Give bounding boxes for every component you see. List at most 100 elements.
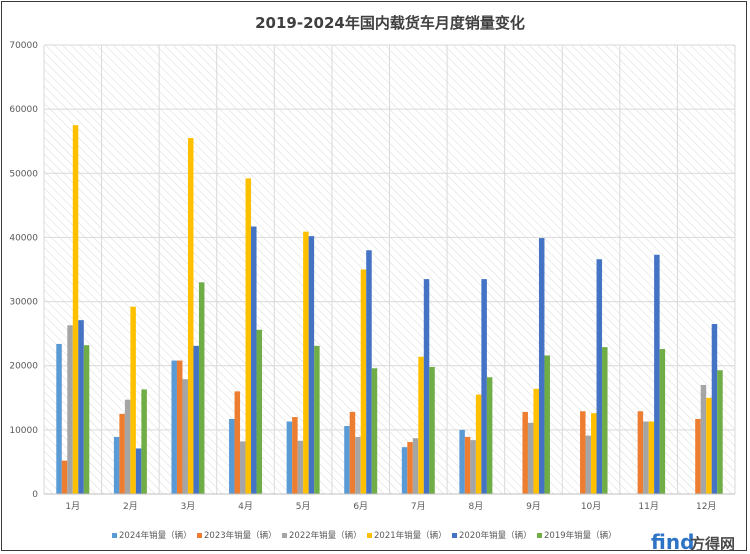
x-tick-label: 5月 <box>296 501 311 512</box>
bar <box>78 320 84 494</box>
bar <box>407 442 413 494</box>
x-tick-label: 1月 <box>65 501 80 512</box>
x-tick-label: 2月 <box>123 501 138 512</box>
bar <box>412 438 419 494</box>
bar <box>533 388 539 494</box>
bar <box>72 125 79 494</box>
bar <box>602 347 608 494</box>
bar <box>360 269 367 494</box>
bar <box>130 306 136 494</box>
bar <box>475 394 482 494</box>
bar <box>187 138 194 494</box>
x-tick-label: 7月 <box>411 501 426 512</box>
bar <box>717 370 723 494</box>
x-tick-label: 10月 <box>581 501 601 512</box>
legend-swatch <box>282 533 287 538</box>
watermark-site-name: 方得网 <box>690 535 735 553</box>
legend-swatch <box>112 533 117 538</box>
legend-swatch <box>537 533 542 538</box>
legend-swatch <box>197 533 202 538</box>
x-tick-label: 8月 <box>469 501 484 512</box>
bar <box>659 349 666 494</box>
bar <box>182 379 188 494</box>
bar <box>67 325 73 494</box>
bar <box>193 345 199 494</box>
bar <box>418 356 424 494</box>
bar <box>297 440 304 494</box>
bar <box>355 436 361 494</box>
bar <box>585 435 592 494</box>
bar <box>643 421 649 494</box>
bar <box>591 413 597 494</box>
legend-swatch <box>452 533 457 538</box>
legend-label: 2024年销量（辆） <box>119 530 192 541</box>
bar <box>240 441 246 494</box>
bar <box>486 377 493 494</box>
x-tick-label: 4月 <box>238 501 253 512</box>
bar <box>706 397 712 494</box>
bar <box>234 391 241 494</box>
bar <box>83 345 90 494</box>
x-tick-label: 12月 <box>696 501 716 512</box>
bar <box>481 279 487 494</box>
bar <box>56 343 62 494</box>
legend-label: 2020年销量（辆） <box>459 530 532 541</box>
bar <box>596 259 603 494</box>
bar <box>711 324 718 494</box>
bar <box>654 254 660 494</box>
bar <box>423 279 430 494</box>
bar <box>303 231 309 495</box>
bar <box>695 418 701 494</box>
legend-swatch <box>367 533 372 538</box>
y-tick-label: 30000 <box>9 298 38 308</box>
bar <box>371 368 378 494</box>
legend-label: 2023年销量（辆） <box>204 530 277 541</box>
bar <box>637 411 644 494</box>
bar <box>522 411 528 494</box>
bar <box>176 360 183 494</box>
bar <box>349 411 356 494</box>
bar <box>113 436 120 494</box>
bar <box>229 418 235 494</box>
x-tick-label: 11月 <box>638 501 658 512</box>
bar <box>245 178 252 494</box>
bar <box>171 360 177 494</box>
bar <box>470 440 476 494</box>
bar <box>256 329 263 494</box>
watermark-find: find <box>651 530 694 554</box>
y-tick-label: 60000 <box>9 105 38 115</box>
bar <box>251 226 257 494</box>
bar <box>527 422 534 494</box>
bar <box>401 447 408 494</box>
bar <box>141 389 147 494</box>
legend-label: 2021年销量（辆） <box>374 530 447 541</box>
bar <box>366 250 372 494</box>
chart-title: 2019-2024年国内载货车月度销量变化 <box>255 14 525 32</box>
bar <box>61 460 68 494</box>
bar <box>580 411 586 494</box>
y-tick-label: 40000 <box>9 233 38 243</box>
x-tick-label: 6月 <box>353 501 368 512</box>
legend-label: 2022年销量（辆） <box>289 530 362 541</box>
y-tick-label: 0 <box>32 490 38 500</box>
bar <box>292 417 298 494</box>
bar <box>544 355 550 494</box>
bar <box>119 413 125 494</box>
y-tick-label: 20000 <box>9 362 38 372</box>
x-tick-label: 9月 <box>526 501 541 512</box>
bar <box>308 236 315 494</box>
bar <box>700 384 707 494</box>
watermark-logo: find 方得网 <box>651 530 735 554</box>
x-tick-label: 3月 <box>181 501 196 512</box>
legend-label: 2019年销量（辆） <box>544 530 617 541</box>
bar <box>314 345 320 494</box>
bar <box>124 399 131 494</box>
bar <box>459 429 465 494</box>
y-tick-label: 50000 <box>9 169 38 179</box>
bar <box>648 421 655 494</box>
y-tick-label: 70000 <box>9 41 38 51</box>
bar <box>538 238 545 494</box>
bar <box>286 421 293 494</box>
bar <box>464 436 471 494</box>
